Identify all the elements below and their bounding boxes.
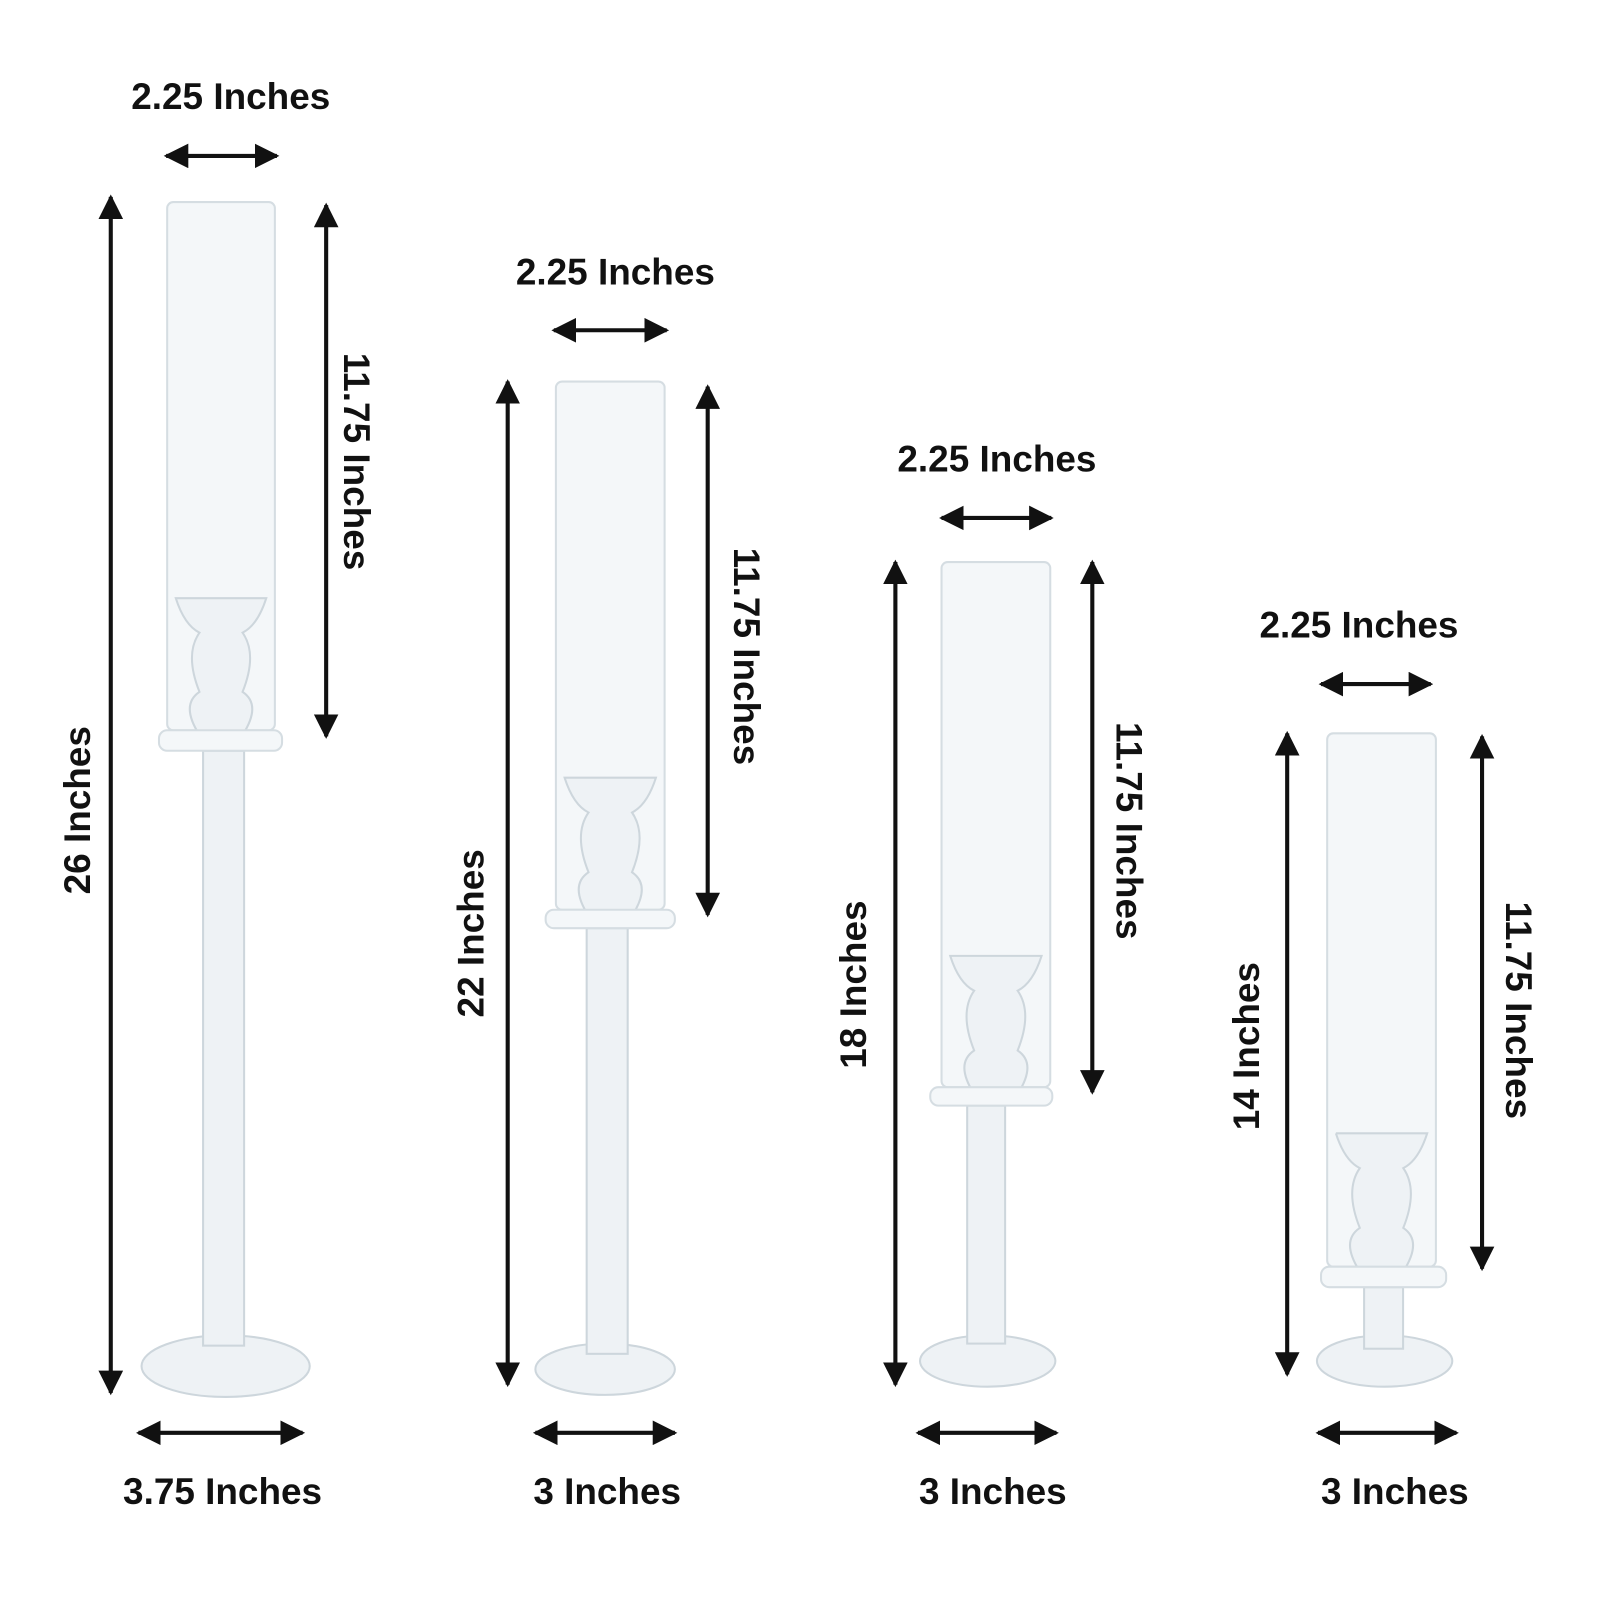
total-height-label: 14 Inches xyxy=(1226,962,1267,1130)
total-height-label: 26 Inches xyxy=(57,726,98,894)
candle-holder: 2.25 Inches 14 Inches 11.75 Inches 3 Inches xyxy=(1226,604,1539,1512)
shade-height-label: 11.75 Inches xyxy=(336,353,377,571)
shade-height-label: 11.75 Inches xyxy=(726,548,767,766)
base-width-label: 3 Inches xyxy=(1321,1471,1469,1512)
glass-rim xyxy=(1319,1265,1448,1289)
candle-holder: 2.25 Inches 26 Inches 11.75 Inches 3.75 Inc… xyxy=(57,76,377,1512)
shade-height-label: 11.75 Inches xyxy=(1108,722,1149,940)
top-width-label: 2.25 Inches xyxy=(1259,604,1458,645)
candle-holder: 2.25 Inches 22 Inches 11.75 Inches 3 Inches xyxy=(451,252,767,1512)
top-width-label: 2.25 Inches xyxy=(131,76,330,117)
glass-rim xyxy=(544,908,676,930)
glass-stem xyxy=(966,1104,1007,1345)
glass-stem xyxy=(585,927,629,1355)
glass-stem xyxy=(1363,1286,1405,1350)
glass-stem xyxy=(202,749,246,1347)
base-width-label: 3 Inches xyxy=(533,1471,681,1512)
total-height-label: 22 Inches xyxy=(451,849,492,1017)
total-height-label: 18 Inches xyxy=(833,900,874,1068)
top-width-label: 2.25 Inches xyxy=(897,438,1096,479)
glass-rim xyxy=(929,1086,1054,1107)
base-width-label: 3.75 Inches xyxy=(123,1471,322,1512)
top-width-label: 2.25 Inches xyxy=(516,252,715,293)
glass-rim xyxy=(157,729,284,752)
base-width-label: 3 Inches xyxy=(919,1471,1067,1512)
shade-height-label: 11.75 Inches xyxy=(1498,902,1539,1120)
candle-holder: 2.25 Inches 18 Inches 11.75 Inches 3 Inches xyxy=(833,438,1149,1512)
